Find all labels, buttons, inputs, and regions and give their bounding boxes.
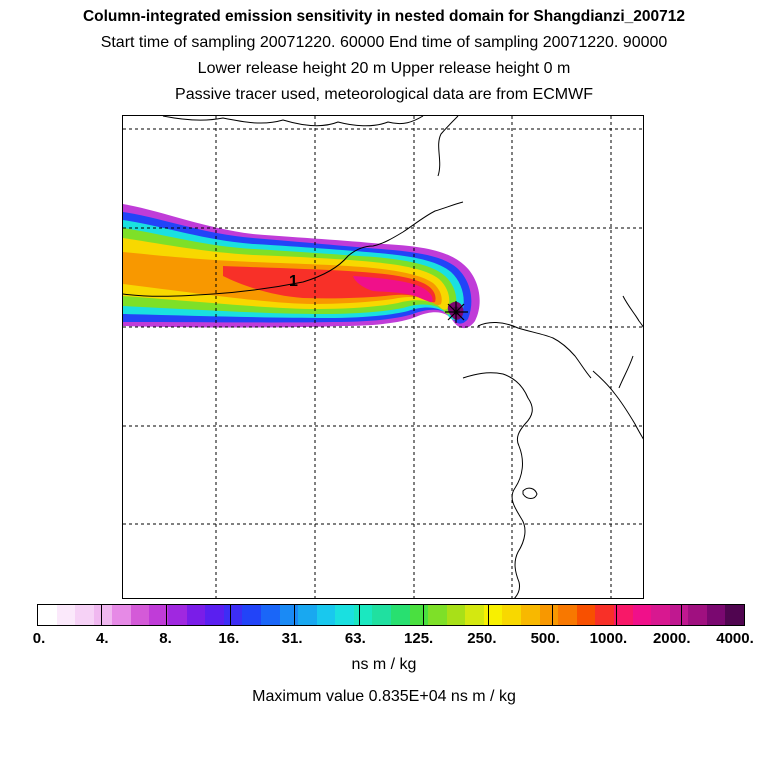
legend-color-cell: [409, 605, 429, 625]
legend-color-cell: [521, 605, 540, 625]
legend-color-cell: [558, 605, 577, 625]
legend-color-cell: [651, 605, 670, 625]
legend-color-cell: [428, 605, 447, 625]
legend-color-cell: [465, 605, 484, 625]
cluster-label: 1: [289, 273, 298, 290]
legend-color-cell: [669, 605, 689, 625]
coast-bohai: [437, 116, 459, 177]
legend-color-cell: [56, 605, 76, 625]
map-panel: 1: [122, 115, 644, 599]
legend-tick-label: 4000.: [716, 630, 754, 647]
legend-separator: [101, 604, 103, 626]
legend-color-cell: [93, 605, 113, 625]
legend-color-cell: [38, 605, 57, 625]
legend-color-cell: [502, 605, 522, 625]
legend-color-cell: [316, 605, 336, 625]
legend-separator: [230, 604, 232, 626]
legend-tick-label: 16.: [218, 630, 240, 647]
legend-separator: [551, 604, 553, 626]
legend-color-cell: [706, 605, 726, 625]
plume-layer-red: [223, 266, 436, 303]
legend-separator: [423, 604, 425, 626]
legend-color-cell: [613, 605, 633, 625]
legend-color-cell: [335, 605, 354, 625]
legend-separator: [358, 604, 360, 626]
coastlines: [123, 116, 643, 598]
legend-color-cell: [168, 605, 187, 625]
legend-color-cell: [149, 605, 169, 625]
legend-tick-label: 500.: [530, 630, 560, 647]
maximum-value: Maximum value 0.835E+04 ns m / kg: [252, 688, 516, 705]
plot-title: Column-integrated emission sensitivity i…: [82, 8, 686, 25]
legend-tick-label: 250.: [467, 630, 497, 647]
lat-lon-grid: [123, 116, 643, 598]
coast-east: [511, 445, 526, 598]
color-legend: [37, 604, 745, 626]
legend-color-cell: [688, 605, 707, 625]
island: [522, 487, 538, 499]
korea-coast: [592, 370, 643, 440]
coast-liaodong: [477, 322, 592, 379]
legend-tick-label: 31.: [281, 630, 303, 647]
legend-color-cell: [223, 605, 243, 625]
plume-layer-magenta: [353, 276, 433, 302]
coast-shandong: [462, 372, 533, 447]
legend-color-cell: [632, 605, 652, 625]
map-canvas: 1: [123, 116, 643, 598]
tracer-info: Passive tracer used, meteorological data…: [175, 86, 593, 103]
inner-mongolia-border: [123, 201, 464, 297]
legend-color-cell: [390, 605, 410, 625]
legend-tick-label: 125.: [404, 630, 434, 647]
legend-tick-label: 2000.: [652, 630, 691, 647]
korea-west: [618, 355, 634, 389]
northern-border: [162, 116, 424, 127]
legend-tick-label: 63.: [344, 630, 366, 647]
legend-color-cell: [186, 605, 206, 625]
sampling-times: Start time of sampling 20071220. 60000 E…: [100, 34, 668, 51]
legend-color-cell: [242, 605, 261, 625]
legend-color-cell: [205, 605, 224, 625]
legend-color-cell: [372, 605, 391, 625]
legend-color-cell: [75, 605, 94, 625]
legend-units: ns m / kg: [351, 656, 417, 673]
legend-color-cell: [576, 605, 596, 625]
legend-tick-label: 1000.: [589, 630, 628, 647]
legend-color-cell: [279, 605, 299, 625]
release-heights: Lower release height 20 m Upper release …: [197, 60, 571, 77]
legend-tick-label: 4.: [96, 630, 109, 647]
legend-separator: [165, 604, 167, 626]
legend-color-cell: [539, 605, 559, 625]
asterisk-receptor-icon: [445, 301, 468, 323]
emission-plume: [123, 204, 480, 329]
legend-color-cell: [112, 605, 131, 625]
coast-north-east: [622, 295, 643, 328]
legend-separator: [680, 604, 682, 626]
legend-color-cell: [446, 605, 466, 625]
legend-color-cell: [595, 605, 614, 625]
legend-color-cell: [298, 605, 317, 625]
legend-color-cell: [260, 605, 280, 625]
legend-separator: [616, 604, 618, 626]
legend-separator: [294, 604, 296, 626]
legend-color-cell: [353, 605, 373, 625]
legend-separator: [487, 604, 489, 626]
legend-color-cell: [725, 605, 744, 625]
legend-tick-label: 0.: [32, 630, 46, 647]
legend-tick-label: 8.: [159, 630, 172, 647]
legend-color-cell: [130, 605, 150, 625]
